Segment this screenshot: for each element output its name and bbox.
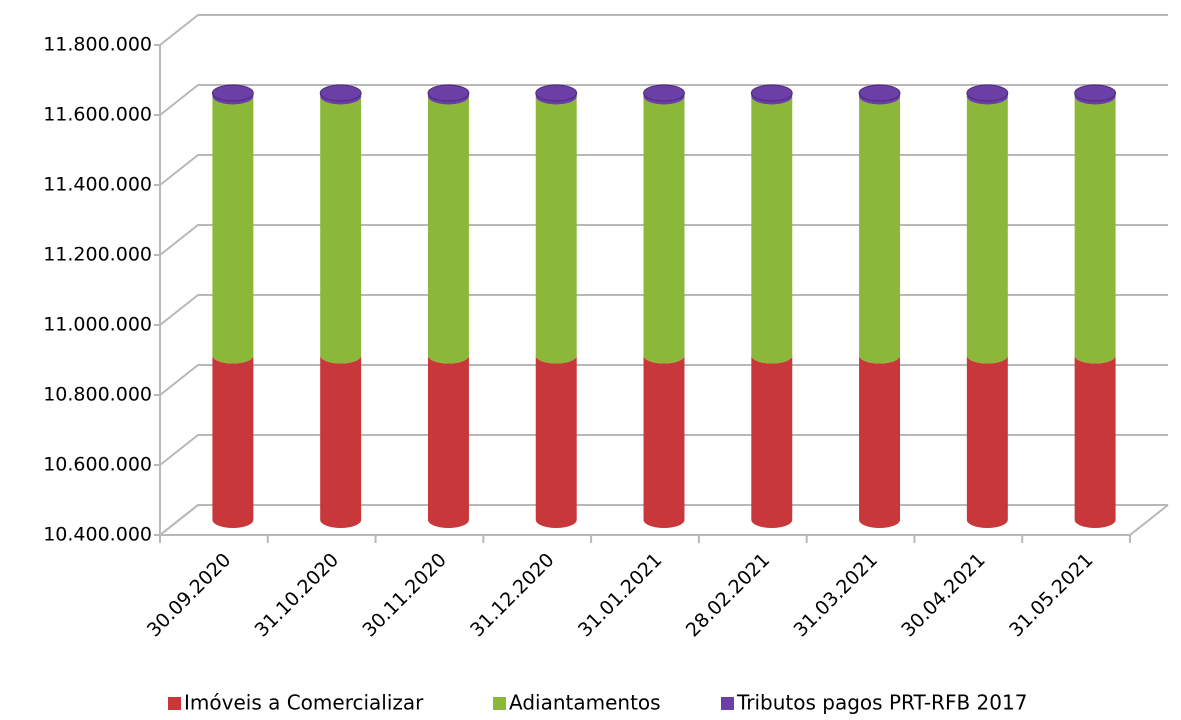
x-tick-label: 30.04.2021 <box>897 549 989 641</box>
bar-segment <box>535 355 577 528</box>
cylinder-top <box>211 84 254 102</box>
bar-segment <box>643 93 685 105</box>
grid-line <box>159 84 1168 116</box>
cylinder-top <box>535 84 578 102</box>
y-tick-label: 10.600.000 <box>43 454 152 476</box>
legend-swatch <box>493 697 506 710</box>
y-tick-label: 10.400.000 <box>43 524 152 546</box>
cylinder-top <box>643 84 685 102</box>
legend-label: Tributos pagos PRT-RFB 2017 <box>736 691 1027 715</box>
cylinder-top <box>1074 84 1117 102</box>
legend-swatch <box>168 697 181 710</box>
bar-segment <box>535 93 577 105</box>
grid-line <box>159 14 1168 46</box>
bar-segment <box>1074 93 1116 105</box>
y-tick-label: 11.600.000 <box>43 104 152 126</box>
bar-segment <box>751 93 793 105</box>
cylinder-top <box>858 84 901 102</box>
bar-segment <box>966 355 1008 528</box>
bar-segment <box>751 96 793 364</box>
x-tick-label: 31.01.2021 <box>574 549 666 641</box>
y-tick-label: 11.000.000 <box>43 314 152 336</box>
y-tick-label: 11.800.000 <box>43 34 152 56</box>
cylinder-top <box>319 84 362 102</box>
bar-segment <box>320 93 362 105</box>
y-tick-label: 10.800.000 <box>43 384 152 406</box>
y-tick-label: 11.200.000 <box>43 244 152 266</box>
x-tick-label: 31.10.2020 <box>251 549 343 641</box>
x-tick-label: 31.03.2021 <box>789 549 881 641</box>
cylinder-top <box>427 84 470 102</box>
bar-segment <box>859 93 901 105</box>
y-tick-label: 11.400.000 <box>43 174 152 196</box>
bar-segment <box>1074 96 1116 364</box>
bar-segment <box>859 355 901 528</box>
grid-line <box>159 364 1168 396</box>
bar-segment <box>535 96 577 364</box>
bar-segment <box>643 96 685 364</box>
bar-segment <box>966 93 1008 105</box>
x-tick-label: 31.05.2021 <box>1005 549 1097 641</box>
bar-segment <box>427 93 469 105</box>
bar-segment <box>643 355 685 528</box>
x-tick-label: 31.12.2020 <box>466 549 558 641</box>
bar-segment <box>859 96 901 364</box>
bar-segment <box>751 355 793 528</box>
x-tick-label: 30.09.2020 <box>143 549 235 641</box>
grid-line <box>159 154 1168 186</box>
grid-line <box>159 224 1168 256</box>
legend-label: Adiantamentos <box>509 691 661 715</box>
grid-line <box>159 434 1168 466</box>
bar-segment <box>212 355 254 528</box>
grid-line <box>159 294 1168 326</box>
bar-segment <box>427 355 469 528</box>
bar-segment <box>212 93 254 105</box>
bar-segment <box>1074 355 1116 528</box>
bar-segment <box>320 96 362 364</box>
x-tick-label: 28.02.2021 <box>682 549 774 641</box>
legend-swatch <box>721 697 734 710</box>
bar-segment <box>212 96 254 364</box>
bar-segment <box>320 355 362 528</box>
cylinder-top <box>750 84 793 102</box>
x-tick-label: 30.11.2020 <box>358 549 450 641</box>
grid-line <box>159 504 1168 536</box>
bar-segment <box>966 96 1008 364</box>
bar-segment <box>427 96 469 364</box>
legend-label: Imóveis a Comercializar <box>184 691 424 715</box>
cylinder-top <box>966 84 1009 102</box>
